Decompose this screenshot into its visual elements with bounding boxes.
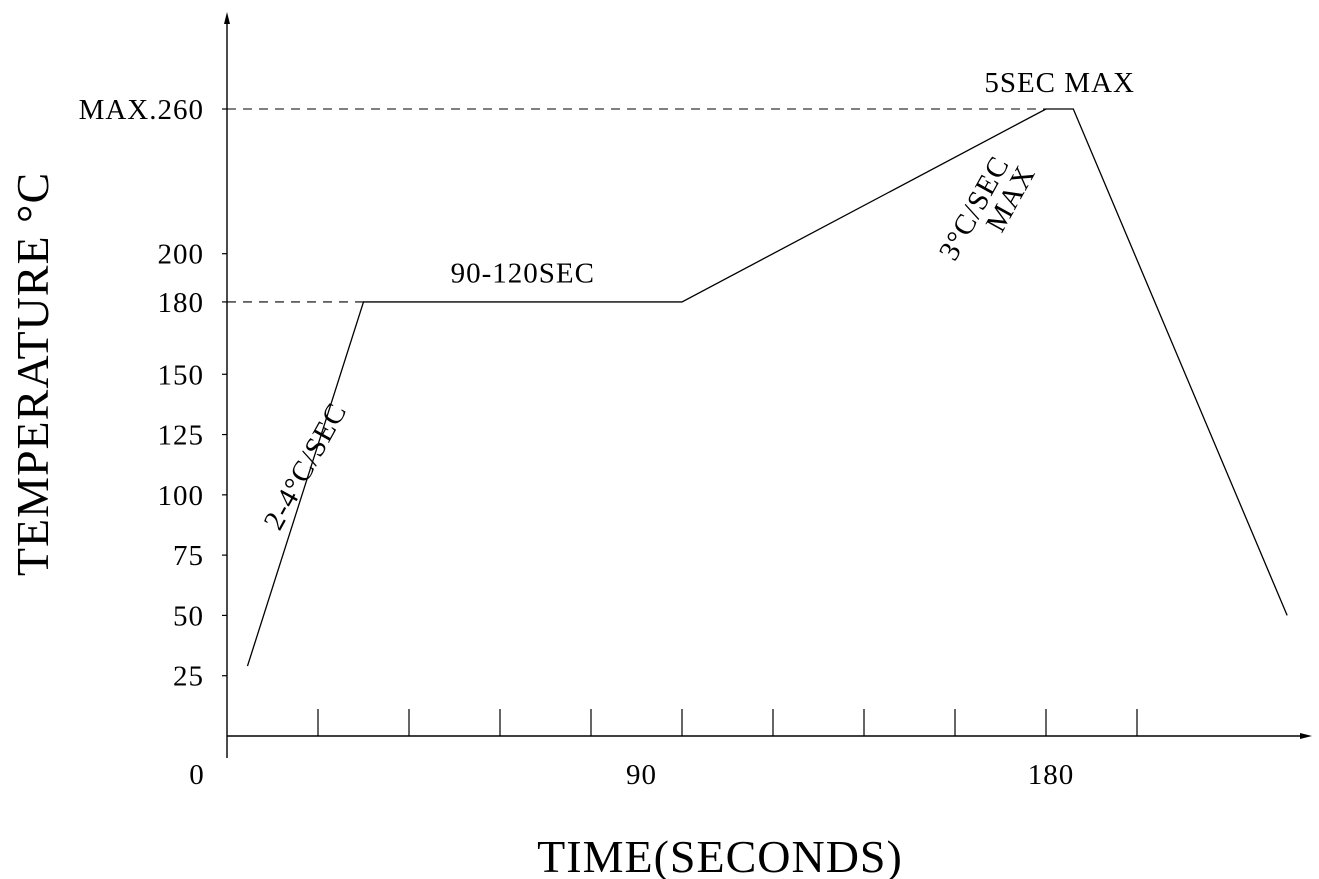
annotation-label: 90-120SEC (451, 258, 595, 290)
x-tick-label: 180 (1028, 759, 1075, 791)
x-ticks: 0 90 180 (189, 709, 1138, 791)
annotation-label: 2-4°C/SEC (258, 397, 354, 535)
y-tick-label: 50 (173, 600, 204, 632)
y-axis-title: TEMPERATURE °C (7, 172, 58, 576)
series (246, 108, 1288, 667)
y-tick-label: 100 (158, 480, 205, 512)
x-tick-label: 90 (626, 759, 657, 791)
y-tick-label: 180 (158, 287, 205, 319)
x-axis-arrow (1300, 733, 1312, 739)
axes (224, 12, 1312, 758)
y-tick-label: MAX.260 (79, 94, 204, 126)
annotation-label: 5SEC MAX (984, 67, 1135, 99)
reference-lines (227, 108, 1046, 303)
y-ticks: 25 50 75 100 125 150 180 200 MAX.260 (79, 94, 227, 693)
x-tick-label: 0 (189, 759, 205, 791)
temperature-profile-line (246, 108, 1288, 667)
y-tick-label: 200 (158, 239, 205, 271)
y-axis-arrow (224, 12, 230, 24)
y-tick-label: 125 (158, 420, 205, 452)
y-tick-label: 25 (173, 661, 204, 693)
y-tick-label: 75 (173, 540, 204, 572)
y-tick-label: 150 (158, 359, 205, 391)
x-axis-title: TIME(SECONDS) (537, 831, 903, 879)
